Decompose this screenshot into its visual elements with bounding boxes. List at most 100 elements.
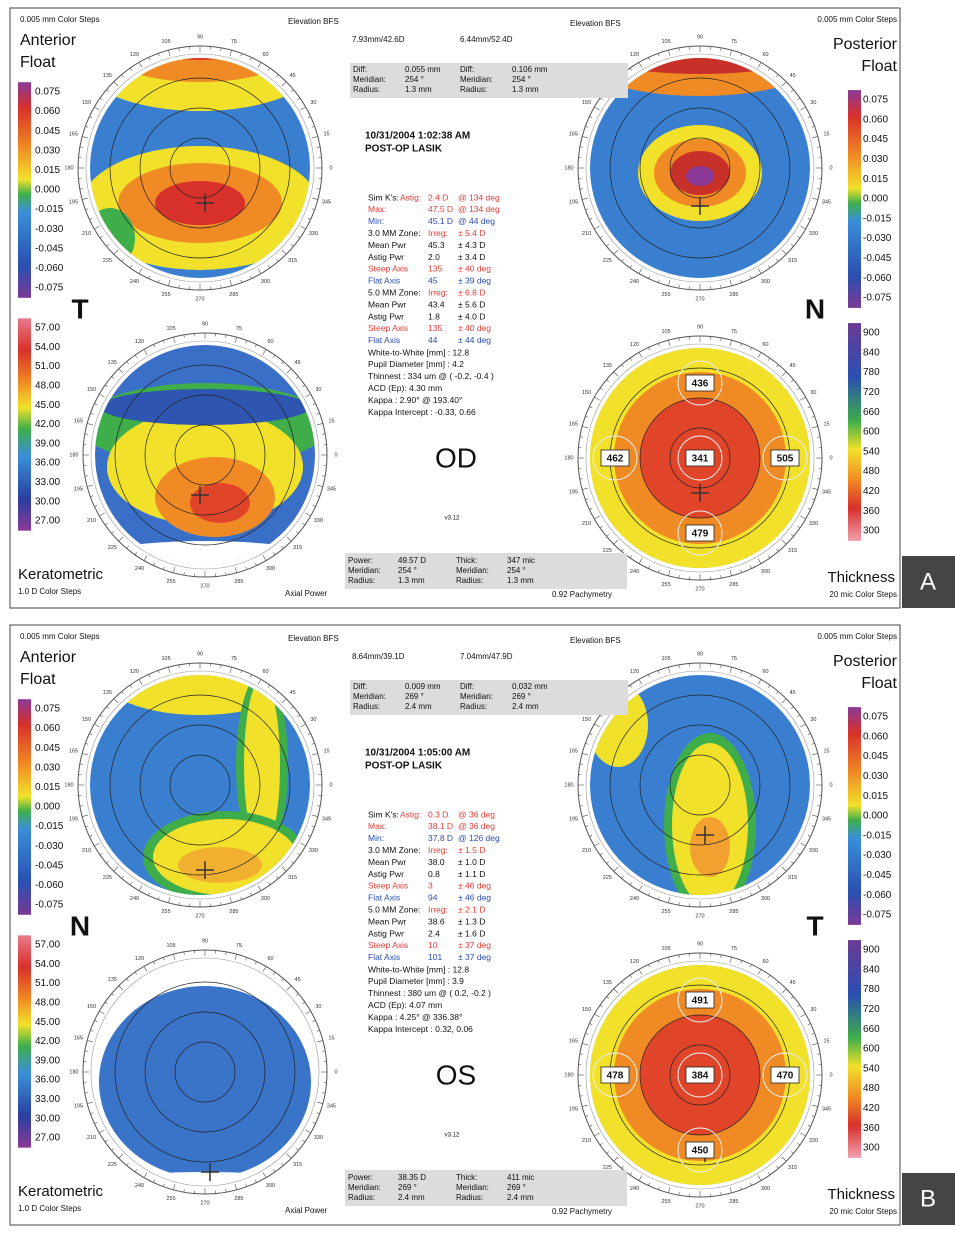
dial-tick [126,361,129,365]
dial-degree: 165 [569,422,578,428]
dial-tick [606,244,610,247]
dial-degree: 345 [822,816,831,822]
map-title: Float [20,54,56,71]
dial-tick [273,552,276,556]
dial-tick [129,67,132,71]
dial-tick [90,495,94,498]
color-scale-label: 840 [863,347,880,358]
dial-tick [316,1112,320,1115]
dial-tick [85,125,89,128]
simk-cell: @ 36 deg [458,809,495,819]
dial-tick [85,825,89,828]
dial-tick [113,698,119,704]
color-scale-label: 45.00 [35,400,60,411]
color-scale-label: 780 [863,984,880,995]
dial-tick [638,969,643,975]
color-scale-label: 30.00 [35,496,60,507]
eye-label: OS [436,1059,476,1090]
simk-cell: 43.4 [428,299,445,309]
color-scale-label: 54.00 [35,959,60,970]
panel: A 0.005 mm Color Steps 0.005 mm Color Step… [9,7,955,609]
bfs-value: 8.64mm/39.1D [352,652,405,661]
dial-degree: 240 [135,1183,144,1189]
dial-tick [225,572,227,576]
dial-tick [173,1183,176,1190]
pachy-value: 384 [692,1071,709,1082]
dial-tick [599,387,603,390]
dial-degree: 120 [630,52,639,58]
dial-tick [106,861,110,864]
dial-tick [757,558,762,564]
bottom-cell: 49.57 D [398,556,426,565]
dial-tick [807,508,811,510]
dial-degree: 210 [582,1138,591,1144]
dial-tick [162,957,165,961]
map-ring [139,107,261,229]
dial-tick [316,495,320,498]
dial-degree: 30 [810,717,816,723]
color-scale-label: -0.030 [863,850,892,861]
dial-degree: 60 [267,956,273,962]
dial-tick [781,371,787,377]
dial-degree: 315 [788,258,797,264]
pupil-cross [191,486,209,504]
color-scale-label: 0.015 [35,165,60,176]
map-ring [639,724,761,846]
map-zone [190,483,250,523]
dial-tick [229,896,232,903]
dial-degree: 15 [823,749,829,755]
dial-tick [234,1183,237,1190]
dial-tick [629,265,632,269]
dial-tick [589,835,593,837]
color-steps: 20 mic Color Steps [829,590,897,599]
color-scale-label: -0.045 [35,243,64,254]
color-scale-label: 51.00 [35,978,60,989]
map-zone [99,986,311,1178]
procedure: POST-OP LASIK [365,144,443,155]
dial-tick [648,347,650,351]
color-steps: 0.005 mm Color Steps [20,15,100,24]
dial-tick [750,347,752,351]
simk-cell: Max: [368,204,386,214]
dial-tick [594,106,600,111]
bfs-label: Elevation BFS [288,17,339,26]
dial-degree: 300 [761,279,770,285]
color-scale-label: 42.00 [35,1036,60,1047]
dial-degree: 75 [231,39,237,45]
dial-degree: 45 [290,73,296,79]
dial-degree: 195 [74,1103,83,1109]
dial-tick [606,996,610,999]
color-scale-label: 0.015 [35,782,60,793]
map-zone [100,389,310,425]
color-scale-label: -0.045 [863,870,892,881]
dial-degree: 300 [761,896,770,902]
simk-cell: 5.0 MM Zone: [368,904,420,914]
pachy-value: 436 [692,379,709,390]
dial-tick [678,1192,680,1196]
dial-ring [85,53,315,283]
dial-tick [178,664,180,668]
dial-tick [817,763,821,765]
dial-tick [589,1125,593,1127]
dial-degree: 45 [790,690,796,696]
dial-tick [811,125,815,128]
dial-degree: 330 [309,231,318,237]
color-scale-label: -0.030 [35,841,64,852]
dial-degree: 195 [69,199,78,205]
dial-tick [729,957,732,964]
dial-degree: 120 [130,669,139,675]
dial-tick [104,1001,108,1004]
dial-tick [613,249,619,255]
dial-tick [648,964,650,968]
color-scale-label: 48.00 [35,998,60,1009]
bottom-box [345,553,627,589]
dial-degree: 330 [809,521,818,527]
simk-cell: Irreg: [428,845,448,855]
dial-degree: 75 [231,656,237,662]
simk-cell: 135 [428,323,442,333]
dial-ring [585,960,815,1190]
dial-tick [245,566,248,570]
dial-tick [621,1165,624,1169]
software-version: v3.12 [445,516,460,522]
dial-degree: 330 [809,231,818,237]
